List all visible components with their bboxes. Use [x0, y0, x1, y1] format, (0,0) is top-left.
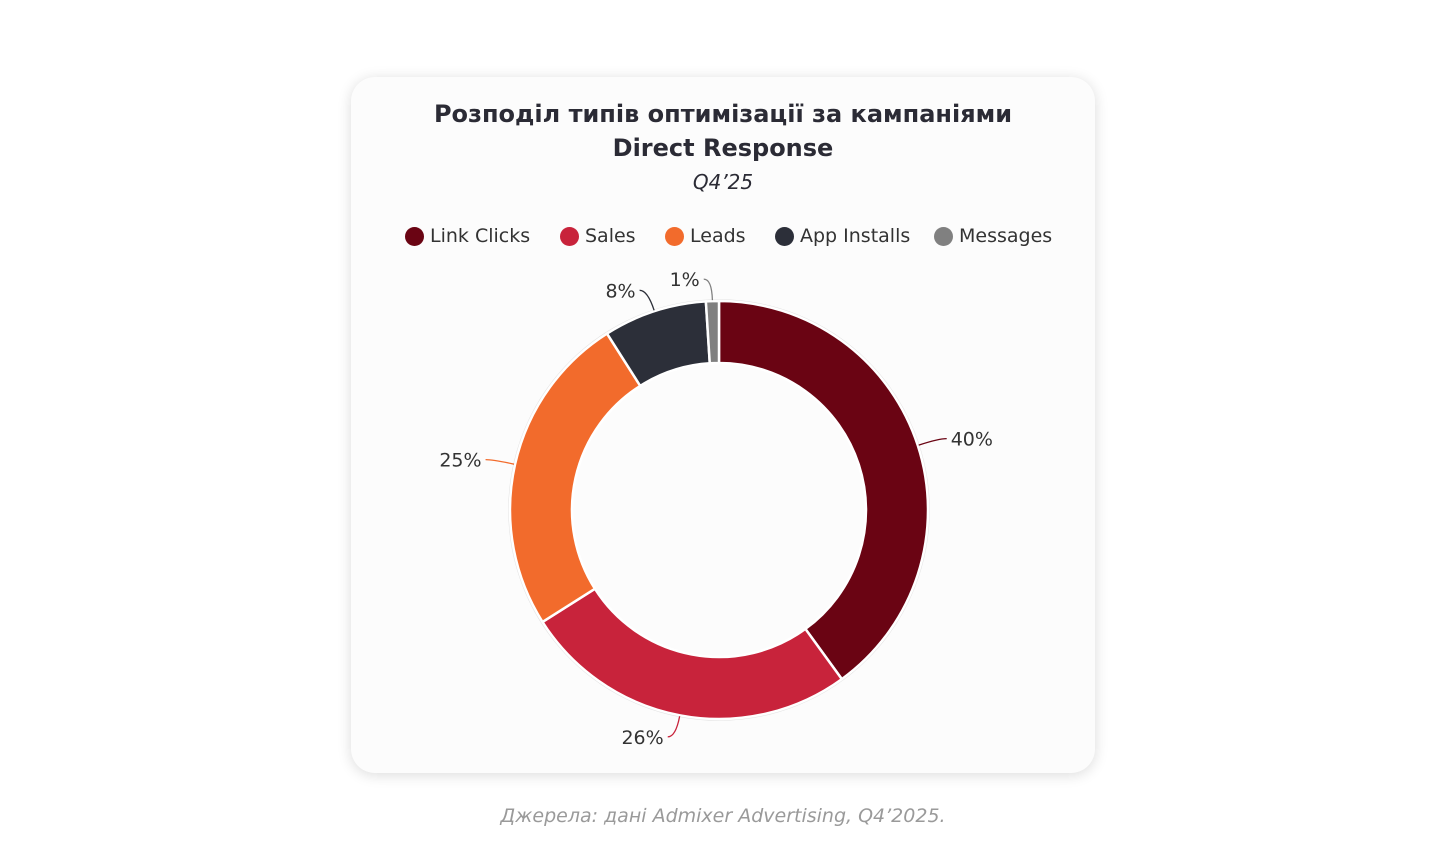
legend-item-sales[interactable]: Sales	[560, 223, 636, 249]
legend-item-messages[interactable]: Messages	[934, 223, 1052, 249]
chart-title-line-2: Direct Response	[612, 134, 834, 162]
chart-legend: Link Clicks Sales Leads App Installs Mes…	[351, 223, 1095, 249]
legend-swatch-messages	[934, 226, 953, 246]
donut-slice-link-clicks[interactable]	[717, 299, 930, 681]
leader-line-messages	[703, 278, 714, 301]
legend-swatch-app-installs	[775, 226, 794, 246]
legend-item-link-clicks[interactable]: Link Clicks	[405, 223, 530, 249]
data-label-app-installs: 8%	[605, 280, 635, 302]
chart-card: Розподіл типів оптимізації за кампаніями…	[351, 77, 1095, 773]
donut-slice-sales[interactable]	[541, 587, 844, 721]
legend-label-link-clicks: Link Clicks	[430, 225, 531, 247]
legend-swatch-leads	[665, 226, 684, 246]
chart-subtitle: Q4’25	[692, 170, 754, 194]
donut-chart: 40% 26% 25% 8% 1%	[439, 269, 993, 749]
data-label-link-clicks: 40%	[951, 429, 993, 451]
data-label-messages: 1%	[670, 269, 700, 291]
leader-line-leads	[485, 458, 515, 465]
legend-swatch-sales	[560, 226, 579, 246]
data-label-sales: 26%	[621, 727, 663, 749]
donut-slice-leads[interactable]	[508, 332, 642, 624]
data-label-leads: 25%	[439, 450, 481, 472]
legend-swatch-link-clicks	[405, 226, 424, 246]
donut-slice-messages[interactable]	[704, 299, 721, 365]
legend-label-sales: Sales	[585, 225, 636, 247]
leader-line-app-installs	[639, 289, 655, 311]
legend-label-app-installs: App Installs	[800, 225, 911, 247]
legend-item-app-installs[interactable]: App Installs	[775, 223, 910, 249]
legend-item-leads[interactable]: Leads	[665, 223, 746, 249]
source-caption: Джерела: дані Admixer Advertising, Q4’20…	[500, 805, 946, 827]
leader-line-link-clicks	[918, 437, 947, 446]
chart-title-line-1: Розподіл типів оптимізації за кампаніями	[433, 100, 1013, 128]
legend-label-leads: Leads	[690, 225, 746, 247]
leader-line-sales	[667, 716, 681, 738]
legend-label-messages: Messages	[959, 225, 1053, 247]
